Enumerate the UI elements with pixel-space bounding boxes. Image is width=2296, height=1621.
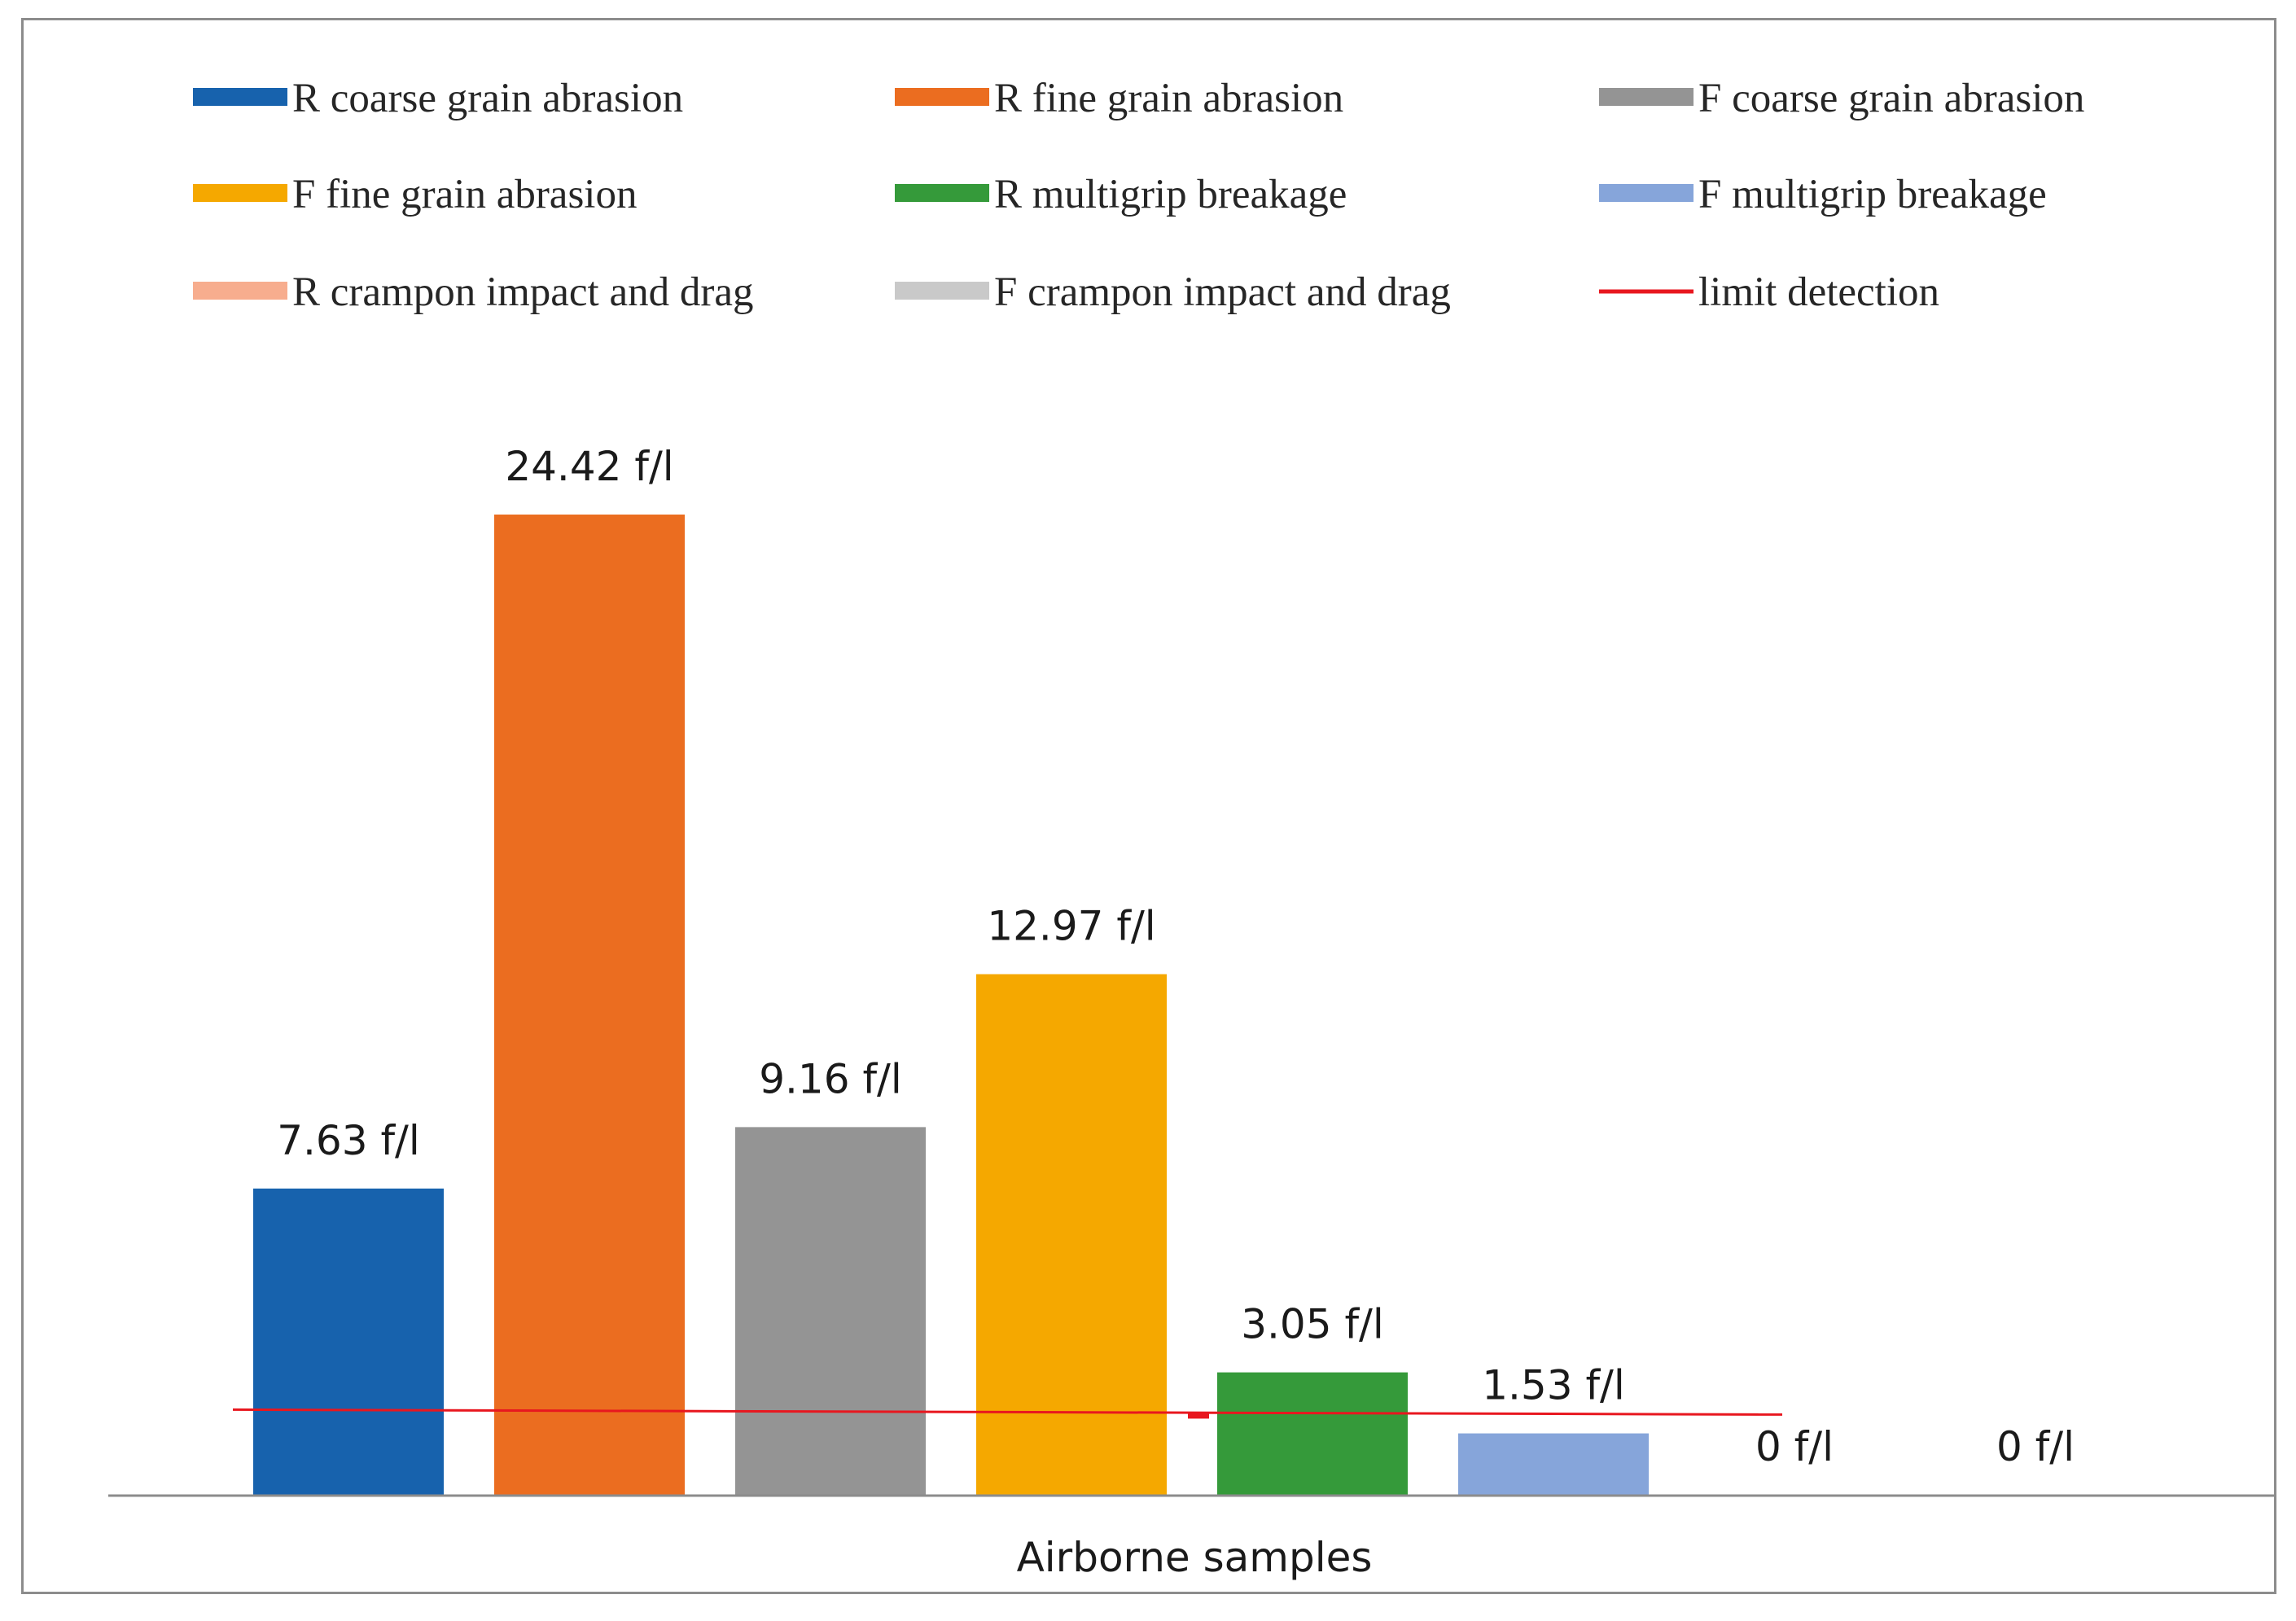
data-label-f-crampon-impact-and-drag: 0 f/l: [1996, 1423, 2075, 1470]
legend-label-f-crampon-impact-and-drag: F crampon impact and drag: [994, 269, 1451, 315]
limit-detection-marker: [1188, 1413, 1209, 1419]
legend-swatch-f-multigrip-breakage: [1599, 184, 1694, 202]
bar-r-fine-grain-abrasion: [494, 515, 685, 1495]
bars-group: [253, 515, 1649, 1495]
data-label-f-fine-grain-abrasion: 12.97 f/l: [987, 903, 1155, 950]
legend-swatch-f-fine-grain-abrasion: [193, 184, 287, 202]
legend-swatch-r-crampon-impact-and-drag: [193, 282, 287, 300]
legend-swatch-r-multigrip-breakage: [895, 184, 989, 202]
legend-label-limit-detection: limit detection: [1698, 269, 1939, 315]
bar-f-coarse-grain-abrasion: [735, 1127, 926, 1495]
bar-f-multigrip-breakage: [1458, 1433, 1649, 1495]
chart-frame: R coarse grain abrasion R fine grain abra…: [21, 18, 2276, 1594]
legend-label-f-fine-grain-abrasion: F fine grain abrasion: [292, 172, 637, 217]
bar-chart: R coarse grain abrasion R fine grain abra…: [108, 76, 2276, 1581]
legend-label-r-coarse-grain-abrasion: R coarse grain abrasion: [292, 76, 683, 121]
legend-label-r-crampon-impact-and-drag: R crampon impact and drag: [292, 269, 753, 315]
legend-swatch-f-coarse-grain-abrasion: [1599, 88, 1694, 106]
data-label-f-multigrip-breakage: 1.53 f/l: [1482, 1362, 1625, 1409]
legend-label-f-coarse-grain-abrasion: F coarse grain abrasion: [1698, 76, 2084, 121]
bar-f-fine-grain-abrasion: [976, 974, 1167, 1495]
legend-label-f-multigrip-breakage: F multigrip breakage: [1698, 172, 2047, 217]
x-axis-title: Airborne samples: [1017, 1534, 1373, 1581]
data-label-r-crampon-impact-and-drag: 0 f/l: [1755, 1423, 1834, 1470]
data-label-r-fine-grain-abrasion: 24.42 f/l: [505, 443, 673, 490]
legend-swatch-f-crampon-impact-and-drag: [895, 282, 989, 300]
legend-swatch-r-coarse-grain-abrasion: [193, 88, 287, 106]
limit-detection-group: [232, 1408, 1783, 1419]
bar-r-multigrip-breakage: [1217, 1372, 1408, 1495]
legend-swatch-r-fine-grain-abrasion: [895, 88, 989, 106]
legend: R coarse grain abrasion R fine grain abra…: [193, 76, 2084, 315]
data-labels-group: 7.63 f/l 24.42 f/l 9.16 f/l 12.97 f/l 3.05 f…: [277, 443, 2075, 1470]
limit-detection-line: [232, 1408, 1783, 1416]
legend-label-r-multigrip-breakage: R multigrip breakage: [994, 172, 1347, 217]
data-label-r-multigrip-breakage: 3.05 f/l: [1241, 1301, 1384, 1348]
bar-r-coarse-grain-abrasion: [253, 1188, 444, 1495]
legend-label-r-fine-grain-abrasion: R fine grain abrasion: [994, 76, 1343, 121]
data-label-f-coarse-grain-abrasion: 9.16 f/l: [759, 1055, 902, 1102]
data-label-r-coarse-grain-abrasion: 7.63 f/l: [277, 1117, 420, 1164]
